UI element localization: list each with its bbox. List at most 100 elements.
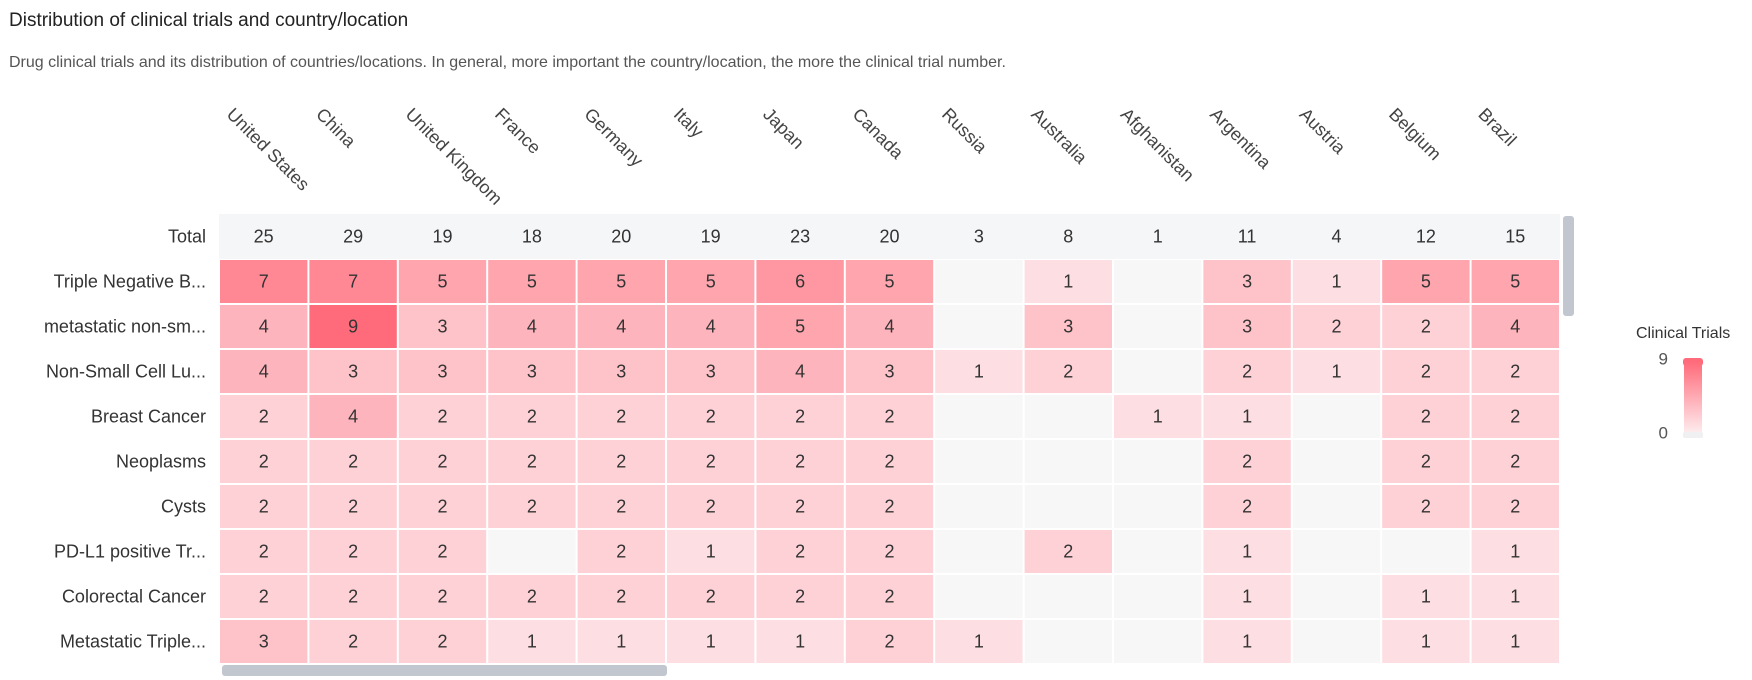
cell-value-label: 1 [795,631,805,651]
cell-value-label: 5 [706,271,716,291]
cell-value-label: 2 [259,541,269,561]
cell-value-label: 2 [348,586,358,606]
cell-value-label: 2 [1242,361,1252,381]
cell-value-label: 2 [1063,361,1073,381]
cell-value-label: 2 [616,496,626,516]
legend-min-label: 0 [1659,423,1668,442]
cell-value-label: 4 [795,361,805,381]
legend-max-label: 9 [1659,349,1668,368]
cell-value-label: 7 [259,271,269,291]
cell-value-label: 2 [706,496,716,516]
heatmap-cell [935,440,1022,483]
heatmap-cell [1114,485,1201,528]
cell-value-label: 2 [1331,316,1341,336]
column-label: Australia [1027,104,1091,168]
total-value-label: 25 [254,226,274,246]
cell-value-label: 2 [884,496,894,516]
cell-value-label: 1 [1242,631,1252,651]
cell-value-label: 2 [1242,451,1252,471]
cell-value-label: 2 [795,586,805,606]
legend-title: Clinical Trials [1636,325,1730,343]
cell-value-label: 1 [1510,541,1520,561]
cell-value-label: 7 [348,271,358,291]
cell-value-label: 3 [1242,316,1252,336]
cell-value-label: 5 [527,271,537,291]
cell-value-label: 3 [616,361,626,381]
cell-value-label: 3 [348,361,358,381]
row-label: Non-Small Cell Lu... [46,361,206,381]
heatmap-cell [1114,350,1201,393]
cell-value-label: 1 [1331,271,1341,291]
total-value-label: 12 [1416,226,1436,246]
total-value-label: 4 [1331,226,1341,246]
heatmap-cell [1293,530,1380,573]
cell-value-label: 2 [437,451,447,471]
total-value-label: 15 [1505,226,1525,246]
column-label: Japan [759,104,808,153]
total-value-label: 3 [974,226,984,246]
column-label: United Kingdom [402,104,507,209]
heatmap-cell [935,530,1022,573]
heatmap-cell [1293,575,1380,618]
column-label: Brazil [1474,104,1520,150]
total-value-label: 19 [701,226,721,246]
cell-value-label: 2 [259,406,269,426]
cell-value-label: 5 [616,271,626,291]
cell-value-label: 1 [1153,406,1163,426]
total-row-label: Total [168,226,206,246]
cell-value-label: 1 [1063,271,1073,291]
cell-value-label: 3 [259,631,269,651]
heatmap-cell [1025,485,1112,528]
row-label: Metastatic Triple... [60,631,206,651]
cell-value-label: 2 [1510,451,1520,471]
heatmap-cell [1025,395,1112,438]
heatmap-cell [935,485,1022,528]
total-value-label: 23 [790,226,810,246]
cell-value-label: 5 [795,316,805,336]
cell-value-label: 4 [259,361,269,381]
heatmap-cell [935,260,1022,303]
heatmap-cell [488,530,575,573]
row-label: Triple Negative B... [54,271,206,291]
cell-value-label: 3 [527,361,537,381]
cell-value-label: 2 [259,586,269,606]
cell-value-label: 4 [884,316,894,336]
heatmap-cell [1025,440,1112,483]
column-label: Afghanistan [1117,104,1198,185]
cell-value-label: 2 [616,541,626,561]
cell-value-label: 2 [884,541,894,561]
row-label: Neoplasms [116,451,206,471]
cell-value-label: 2 [527,586,537,606]
column-label: Austria [1296,104,1350,158]
total-value-label: 29 [343,226,363,246]
cell-value-label: 2 [1063,541,1073,561]
column-label: Russia [938,104,992,158]
cell-value-label: 2 [1510,496,1520,516]
cell-value-label: 2 [437,586,447,606]
cell-value-label: 6 [795,271,805,291]
cell-value-label: 2 [527,406,537,426]
cell-value-label: 3 [437,316,447,336]
cell-value-label: 2 [1421,316,1431,336]
cell-value-label: 4 [1510,316,1520,336]
cell-value-label: 2 [795,496,805,516]
cell-value-label: 1 [1242,406,1252,426]
cell-value-label: 2 [884,631,894,651]
cell-value-label: 4 [259,316,269,336]
cell-value-label: 1 [1510,586,1520,606]
cell-value-label: 2 [437,541,447,561]
cell-value-label: 2 [884,451,894,471]
cell-value-label: 1 [1421,586,1431,606]
vertical-scrollbar[interactable] [1563,216,1574,316]
heatmap-cell [935,305,1022,348]
cell-value-label: 1 [974,361,984,381]
heatmap-cell [1382,530,1469,573]
total-value-label: 19 [432,226,452,246]
horizontal-scrollbar[interactable] [222,665,667,676]
cell-value-label: 2 [616,451,626,471]
legend-min-handle [1683,432,1703,438]
column-label: United States [223,104,314,195]
cell-value-label: 4 [527,316,537,336]
cell-value-label: 1 [974,631,984,651]
cell-value-label: 3 [1063,316,1073,336]
